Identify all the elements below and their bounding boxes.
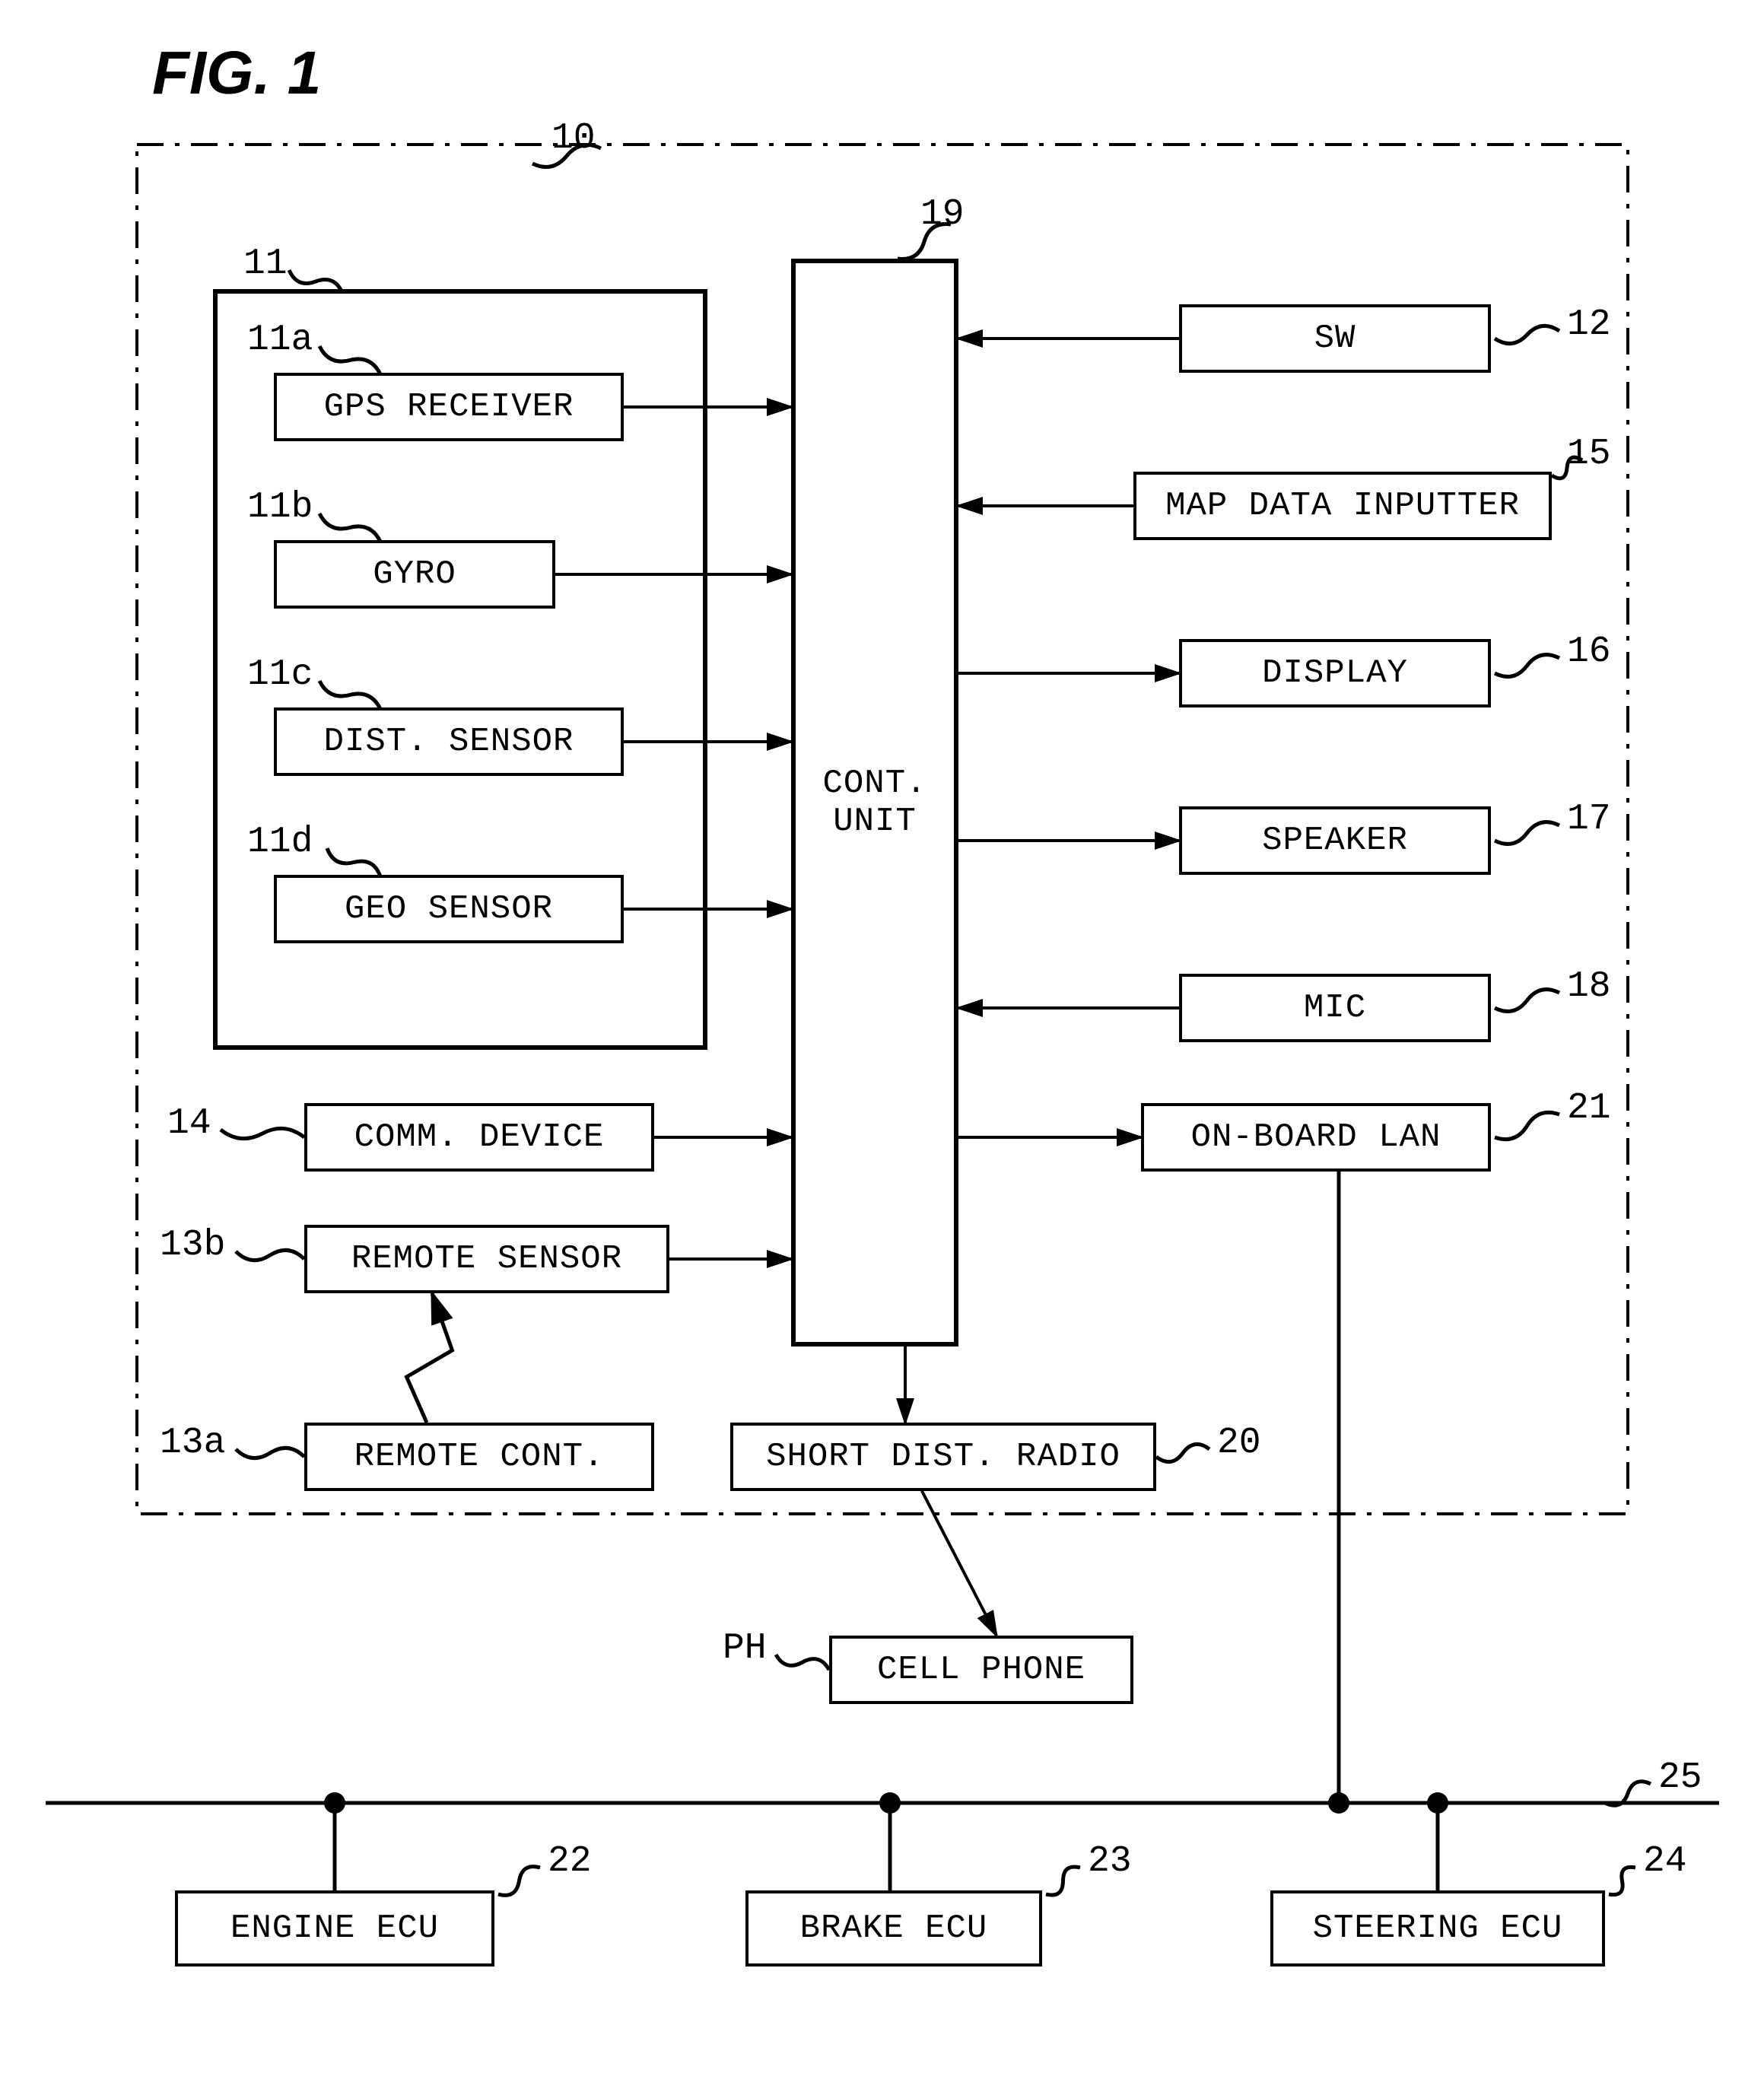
- figure-title: FIG. 1: [152, 38, 321, 108]
- ref-label-11d: 11d: [247, 822, 313, 863]
- ref-label-11: 11: [243, 243, 288, 285]
- ref-label-25: 25: [1658, 1757, 1702, 1798]
- diagram-canvas: FIG. 1 CONT. UNIT GPS RECEIVER GYRO DIST. SE…: [0, 0, 1764, 2073]
- node-sdr: SHORT DIST. RADIO: [730, 1423, 1156, 1491]
- control-unit: CONT. UNIT: [791, 259, 958, 1346]
- ref-label-16: 16: [1567, 631, 1611, 672]
- ref-label-15: 15: [1567, 434, 1611, 475]
- ref-label-13a: 13a: [160, 1423, 225, 1464]
- node-gps: GPS RECEIVER: [274, 373, 624, 441]
- ref-label-12: 12: [1567, 304, 1611, 345]
- ref-label-20: 20: [1217, 1423, 1261, 1464]
- node-dist: DIST. SENSOR: [274, 707, 624, 776]
- ref-label-11a: 11a: [247, 320, 313, 361]
- node-gyro: GYRO: [274, 540, 555, 609]
- ref-label-14: 14: [167, 1103, 211, 1144]
- ref-label-17: 17: [1567, 799, 1611, 840]
- node-geo: GEO SENSOR: [274, 875, 624, 943]
- ref-label-19: 19: [920, 194, 965, 235]
- node-steer: STEERING ECU: [1270, 1890, 1605, 1966]
- ref-label-PH: PH: [723, 1628, 767, 1669]
- node-rcont: REMOTE CONT.: [304, 1423, 654, 1491]
- node-sw: SW: [1179, 304, 1491, 373]
- ref-label-18: 18: [1567, 966, 1611, 1007]
- ref-label-23: 23: [1088, 1841, 1132, 1882]
- ref-label-13b: 13b: [160, 1225, 225, 1266]
- ref-label-11b: 11b: [247, 487, 313, 528]
- node-speaker: SPEAKER: [1179, 806, 1491, 875]
- ref-label-24: 24: [1643, 1841, 1687, 1882]
- node-map: MAP DATA INPUTTER: [1133, 472, 1552, 540]
- ref-label-22: 22: [548, 1841, 592, 1882]
- node-mic: MIC: [1179, 974, 1491, 1042]
- node-cell: CELL PHONE: [829, 1636, 1133, 1704]
- ref-label-21: 21: [1567, 1088, 1611, 1129]
- node-display: DISPLAY: [1179, 639, 1491, 707]
- node-rsensor: REMOTE SENSOR: [304, 1225, 669, 1293]
- ref-label-10: 10: [551, 118, 596, 159]
- node-comm: COMM. DEVICE: [304, 1103, 654, 1172]
- node-engine: ENGINE ECU: [175, 1890, 494, 1966]
- node-brake: BRAKE ECU: [745, 1890, 1042, 1966]
- ref-label-11c: 11c: [247, 654, 313, 695]
- node-lan: ON-BOARD LAN: [1141, 1103, 1491, 1172]
